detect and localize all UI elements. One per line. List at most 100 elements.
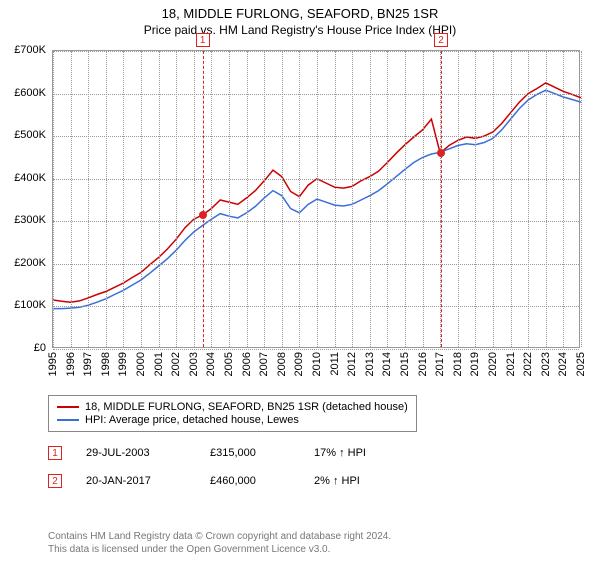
gridline-v [264, 51, 265, 347]
legend-swatch [57, 406, 79, 408]
x-axis-label: 2015 [399, 352, 411, 376]
plot-area: 12 [52, 50, 580, 348]
legend-label: 18, MIDDLE FURLONG, SEAFORD, BN25 1SR (d… [85, 401, 408, 413]
y-axis-label: £500K [0, 129, 46, 141]
gridline-h [53, 306, 579, 307]
x-axis-label: 2004 [205, 352, 217, 376]
gridline-v [71, 51, 72, 347]
x-axis-label: 2018 [452, 352, 464, 376]
y-axis-label: £100K [0, 299, 46, 311]
gridline-v [563, 51, 564, 347]
x-axis-label: 2007 [258, 352, 270, 376]
transaction-marker: 2 [48, 474, 62, 488]
x-axis-label: 2009 [293, 352, 305, 376]
gridline-v [88, 51, 89, 347]
x-axis-label: 2005 [223, 352, 235, 376]
transaction-date: 20-JAN-2017 [86, 475, 186, 487]
x-axis-label: 2011 [329, 352, 341, 376]
transaction-date: 29-JUL-2003 [86, 447, 186, 459]
y-axis-label: £300K [0, 214, 46, 226]
legend-row: HPI: Average price, detached house, Lewe… [57, 414, 408, 426]
legend-label: HPI: Average price, detached house, Lewe… [85, 414, 299, 426]
gridline-v [106, 51, 107, 347]
x-axis-label: 2022 [522, 352, 534, 376]
gridline-v [282, 51, 283, 347]
legend-row: 18, MIDDLE FURLONG, SEAFORD, BN25 1SR (d… [57, 401, 408, 413]
footer-line1: Contains HM Land Registry data © Crown c… [48, 530, 391, 543]
y-axis-label: £200K [0, 257, 46, 269]
marker-line-2 [441, 51, 442, 347]
marker-dot-1 [199, 211, 207, 219]
footer: Contains HM Land Registry data © Crown c… [48, 530, 391, 556]
gridline-v [493, 51, 494, 347]
x-axis-label: 2006 [241, 352, 253, 376]
gridline-v [528, 51, 529, 347]
transaction-marker: 1 [48, 446, 62, 460]
gridline-v [159, 51, 160, 347]
x-axis-label: 1996 [65, 352, 77, 376]
x-axis-label: 2002 [170, 352, 182, 376]
x-axis-label: 2025 [575, 352, 587, 376]
y-axis-label: £400K [0, 172, 46, 184]
transaction-delta: 17% ↑ HPI [314, 447, 366, 459]
marker-line-1 [203, 51, 204, 347]
x-axis-label: 2016 [417, 352, 429, 376]
x-axis-label: 2019 [469, 352, 481, 376]
x-axis-label: 2024 [557, 352, 569, 376]
y-axis-label: £0 [0, 342, 46, 354]
gridline-v [53, 51, 54, 347]
x-axis-label: 2003 [188, 352, 200, 376]
legend-swatch [57, 419, 79, 421]
x-axis-label: 2014 [381, 352, 393, 376]
gridline-v [423, 51, 424, 347]
transaction-price: £315,000 [210, 447, 290, 459]
gridline-v [299, 51, 300, 347]
gridline-v [546, 51, 547, 347]
x-axis-label: 1999 [117, 352, 129, 376]
gridline-v [511, 51, 512, 347]
gridline-h [53, 94, 579, 95]
gridline-v [335, 51, 336, 347]
x-axis-label: 2010 [311, 352, 323, 376]
y-axis-label: £700K [0, 44, 46, 56]
marker-box-2: 2 [434, 33, 448, 47]
gridline-v [141, 51, 142, 347]
x-axis-label: 2008 [276, 352, 288, 376]
x-axis-label: 2020 [487, 352, 499, 376]
chart-subtitle: Price paid vs. HM Land Registry's House … [0, 23, 600, 37]
gridline-h [53, 221, 579, 222]
x-axis-label: 1998 [100, 352, 112, 376]
x-axis-label: 1997 [82, 352, 94, 376]
gridline-v [247, 51, 248, 347]
gridline-v [317, 51, 318, 347]
gridline-v [229, 51, 230, 347]
gridline-v [123, 51, 124, 347]
gridline-h [53, 136, 579, 137]
gridline-v [194, 51, 195, 347]
gridline-v [370, 51, 371, 347]
transaction-row: 1 29-JUL-2003 £315,000 17% ↑ HPI [48, 446, 366, 460]
gridline-v [176, 51, 177, 347]
gridline-h [53, 51, 579, 52]
gridline-h [53, 349, 579, 350]
x-axis-label: 2013 [364, 352, 376, 376]
chart-title: 18, MIDDLE FURLONG, SEAFORD, BN25 1SR [0, 6, 600, 21]
marker-dot-2 [437, 149, 445, 157]
gridline-h [53, 264, 579, 265]
gridline-v [211, 51, 212, 347]
gridline-v [387, 51, 388, 347]
marker-box-1: 1 [196, 33, 210, 47]
x-axis-label: 2023 [540, 352, 552, 376]
footer-line2: This data is licensed under the Open Gov… [48, 543, 391, 556]
transaction-price: £460,000 [210, 475, 290, 487]
x-axis-label: 1995 [47, 352, 59, 376]
gridline-v [405, 51, 406, 347]
x-axis-label: 2017 [434, 352, 446, 376]
legend: 18, MIDDLE FURLONG, SEAFORD, BN25 1SR (d… [48, 395, 417, 432]
gridline-h [53, 179, 579, 180]
gridline-v [458, 51, 459, 347]
x-axis-label: 2012 [346, 352, 358, 376]
gridline-v [352, 51, 353, 347]
gridline-v [581, 51, 582, 347]
gridline-v [475, 51, 476, 347]
